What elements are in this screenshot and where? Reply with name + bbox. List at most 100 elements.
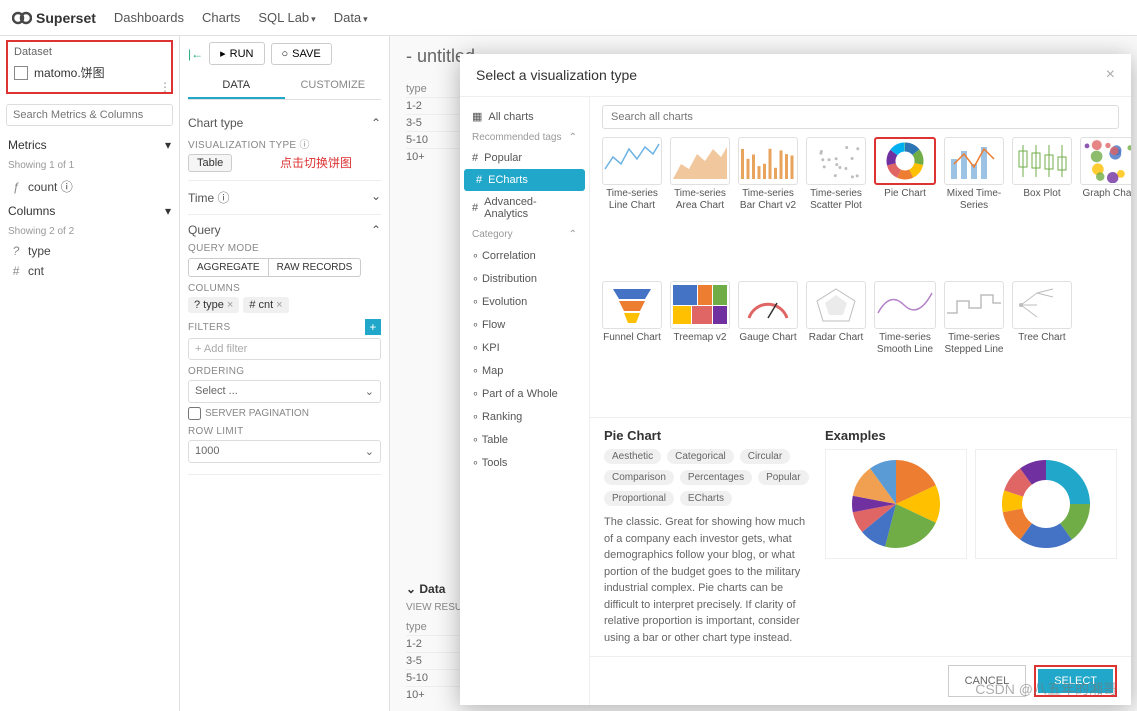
tag-popular[interactable]: # Popular <box>460 147 589 169</box>
nav-charts[interactable]: Charts <box>202 10 240 25</box>
tag-pill[interactable]: Circular <box>740 449 790 464</box>
chart-card-step[interactable]: Time-series Stepped Line <box>944 281 1004 417</box>
column-item-type[interactable]: ?type <box>6 241 173 261</box>
chip-type[interactable]: ? type × <box>188 297 239 313</box>
metrics-header[interactable]: Metrics▾ <box>6 132 173 158</box>
add-filter-row[interactable]: + Add filter <box>188 338 381 360</box>
select-button[interactable]: SELECT <box>1038 669 1113 693</box>
chart-grid: Time-series Line ChartTime-series Area C… <box>590 137 1131 417</box>
columns-label: COLUMNS <box>188 283 381 294</box>
query-mode-toggle: AGGREGATE RAW RECORDS <box>188 258 381 277</box>
cancel-button[interactable]: CANCEL <box>948 665 1027 697</box>
viz-type-label: VISUALIZATION TYPE ⓘ <box>188 136 381 151</box>
tag-pill[interactable]: Aesthetic <box>604 449 661 464</box>
close-icon[interactable]: × <box>1106 66 1115 84</box>
tab-data[interactable]: DATA <box>188 73 285 99</box>
example-2[interactable] <box>975 449 1117 559</box>
chart-card-scatter[interactable]: Time-series Scatter Plot <box>806 137 866 273</box>
chart-card-network[interactable]: Graph Chart <box>1080 137 1131 273</box>
filters-label: FILTERS <box>188 322 230 333</box>
chart-card-smooth[interactable]: Time-series Smooth Line <box>874 281 936 417</box>
save-button[interactable]: ○ SAVE <box>271 43 332 65</box>
category-table[interactable]: ∘ Table <box>460 428 589 451</box>
nav-data[interactable]: Data▾ <box>334 10 368 25</box>
tag-pill[interactable]: Categorical <box>667 449 734 464</box>
category-part-of-a-whole[interactable]: ∘ Part of a Whole <box>460 382 589 405</box>
function-icon: ƒ <box>10 180 22 194</box>
tag-echarts[interactable]: # ECharts <box>464 169 585 191</box>
tag-pill[interactable]: ECharts <box>680 491 732 506</box>
metric-item[interactable]: ƒcount ⓘ <box>6 175 173 198</box>
category-flow[interactable]: ∘ Flow <box>460 313 589 336</box>
ordering-select[interactable]: Select ...⌄ <box>188 380 381 403</box>
row-limit-label: ROW LIMIT <box>188 426 381 437</box>
table-icon <box>14 66 28 80</box>
time-header[interactable]: Time ⓘ⌄ <box>188 189 381 206</box>
chart-card-gauge[interactable]: Gauge Chart <box>738 281 798 417</box>
chart-card-mixed[interactable]: Mixed Time-Series <box>944 137 1004 273</box>
chart-card-funnel[interactable]: Funnel Chart <box>602 281 662 417</box>
category-correlation[interactable]: ∘ Correlation <box>460 244 589 267</box>
row-limit-select[interactable]: 1000⌄ <box>188 440 381 463</box>
collapse-icon[interactable]: |← <box>188 47 203 61</box>
remove-icon[interactable]: × <box>227 299 233 311</box>
column-item-cnt[interactable]: #cnt <box>6 261 173 281</box>
dataset-panel: Dataset matomo.饼图 ⋮ Metrics▾ Showing 1 o… <box>0 36 180 711</box>
example-1[interactable] <box>825 449 967 559</box>
nav-dashboards[interactable]: Dashboards <box>114 10 184 25</box>
mode-aggregate[interactable]: AGGREGATE <box>188 258 269 277</box>
number-icon: # <box>10 264 22 278</box>
dataset-selector[interactable]: matomo.饼图 <box>14 64 165 81</box>
add-filter-button[interactable]: + <box>365 319 381 335</box>
unknown-icon: ? <box>10 244 22 258</box>
category-kpi[interactable]: ∘ KPI <box>460 336 589 359</box>
panel-actions[interactable]: ⋮ <box>159 80 171 94</box>
category-distribution[interactable]: ∘ Distribution <box>460 267 589 290</box>
annotation-text: 点击切换饼图 <box>280 154 352 171</box>
chart-card-treemap[interactable]: Treemap v2 <box>670 281 730 417</box>
chart-card-tree[interactable]: Tree Chart <box>1012 281 1072 417</box>
remove-icon[interactable]: × <box>276 299 282 311</box>
tag-pill[interactable]: Percentages <box>680 470 752 485</box>
category-map[interactable]: ∘ Map <box>460 359 589 382</box>
server-pagination-checkbox[interactable]: SERVER PAGINATION <box>188 407 381 420</box>
columns-count: Showing 2 of 2 <box>6 224 173 241</box>
category-ranking[interactable]: ∘ Ranking <box>460 405 589 428</box>
chart-card-box[interactable]: Box Plot <box>1012 137 1072 273</box>
detail-tags: Aesthetic Categorical Circular Comparison Pe… <box>604 449 809 506</box>
detail-description: The classic. Great for showing how much … <box>604 514 809 646</box>
chart-card-area[interactable]: Time-series Area Chart <box>670 137 730 273</box>
chart-card-line[interactable]: Time-series Line Chart <box>602 137 662 273</box>
columns-header[interactable]: Columns▾ <box>6 198 173 224</box>
chart-card-donut[interactable]: Pie Chart <box>874 137 936 273</box>
chart-search-input[interactable] <box>602 105 1119 129</box>
query-mode-label: QUERY MODE <box>188 243 381 254</box>
tag-advanced[interactable]: # Advanced-Analytics <box>460 191 589 225</box>
nav-sqllab[interactable]: SQL Lab▾ <box>258 10 315 25</box>
controls-panel: |← ▸ RUN ○ SAVE DATA CUSTOMIZE Chart typ… <box>180 36 390 711</box>
tag-pill[interactable]: Comparison <box>604 470 674 485</box>
superset-icon <box>12 8 32 28</box>
all-charts-item[interactable]: ▦ All charts <box>460 105 589 128</box>
metrics-count: Showing 1 of 1 <box>6 158 173 175</box>
viz-type-selector[interactable]: Table <box>188 154 232 172</box>
run-button[interactable]: ▸ RUN <box>209 42 264 65</box>
dataset-label: Dataset <box>14 46 165 58</box>
viz-type-modal: Select a visualization type × ▦ All char… <box>460 54 1131 705</box>
tag-pill[interactable]: Proportional <box>604 491 674 506</box>
tab-customize[interactable]: CUSTOMIZE <box>285 73 382 99</box>
chart-card-bars[interactable]: Time-series Bar Chart v2 <box>738 137 798 273</box>
tag-pill[interactable]: Popular <box>758 470 808 485</box>
brand-logo[interactable]: Superset <box>12 8 96 28</box>
query-header[interactable]: Query⌃ <box>188 223 381 237</box>
modal-title: Select a visualization type <box>476 67 637 83</box>
examples-label: Examples <box>825 428 1117 443</box>
search-metrics-input[interactable] <box>6 104 173 126</box>
category-evolution[interactable]: ∘ Evolution <box>460 290 589 313</box>
rec-tags-label: Recommended tags⌃ <box>460 128 589 147</box>
chart-type-header[interactable]: Chart type⌃ <box>188 116 381 130</box>
mode-raw[interactable]: RAW RECORDS <box>269 258 362 277</box>
chart-card-radar[interactable]: Radar Chart <box>806 281 866 417</box>
category-tools[interactable]: ∘ Tools <box>460 451 589 474</box>
chip-cnt[interactable]: # cnt × <box>243 297 288 313</box>
